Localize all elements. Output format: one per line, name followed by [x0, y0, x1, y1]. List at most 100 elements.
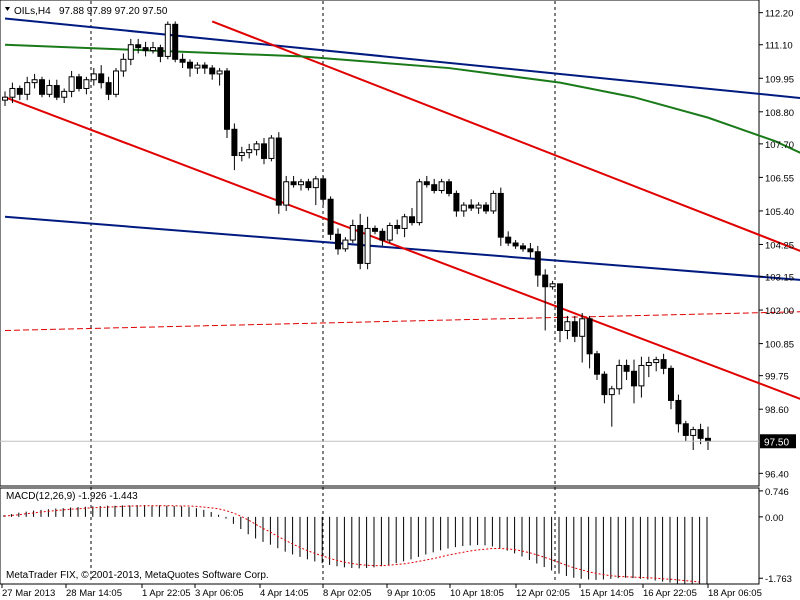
candle-body-up	[31, 79, 38, 84]
candle-body-up	[638, 364, 645, 387]
candle-body-down	[357, 225, 364, 264]
candle-body-down	[505, 236, 512, 244]
candle	[68, 70, 75, 98]
candle-body-up	[608, 388, 615, 396]
candle	[631, 359, 637, 404]
candle	[39, 76, 45, 98]
candle	[216, 68, 223, 86]
candle-body-down	[542, 274, 549, 288]
macd-tick-label: 0.746	[765, 487, 789, 498]
candle-body-down	[187, 61, 193, 69]
candle-body-up	[653, 359, 660, 364]
candle-body-down	[446, 181, 452, 194]
candle-body-down	[53, 85, 60, 98]
candle-body-down	[660, 359, 667, 369]
candle-body-down	[675, 399, 682, 425]
time-tick-label: 8 Apr 02:05	[323, 588, 372, 599]
dropdown-triangle-icon[interactable]	[5, 7, 10, 11]
candle-body-up	[83, 79, 90, 89]
candle	[298, 178, 304, 191]
candle-body-up	[342, 239, 349, 250]
candle-body-down	[520, 245, 526, 250]
candle-body-up	[690, 429, 697, 436]
price-tick-label: 109.95	[765, 74, 794, 85]
candle-body-up	[549, 283, 556, 288]
time-tick-label: 1 Apr 22:05	[142, 588, 191, 599]
candle	[305, 178, 312, 191]
candle-body-up	[283, 181, 290, 206]
dashed-line-line	[4, 311, 800, 331]
candle-body-up	[645, 362, 652, 366]
candle	[594, 350, 600, 381]
time-tick-label: 10 Apr 18:05	[450, 588, 504, 599]
candle	[312, 175, 319, 206]
candle-body-down	[327, 198, 334, 235]
price-axis: 112.20 111.10 109.95 108.80 107.70 106.55 105.…	[759, 9, 794, 480]
candle-body-up	[298, 181, 304, 186]
candle	[653, 356, 660, 372]
candle	[364, 216, 371, 270]
candle-body-up	[216, 70, 223, 75]
candle-body-down	[275, 137, 282, 206]
candle	[394, 219, 401, 235]
candle-body-up	[460, 204, 467, 212]
macd-signal-line	[3, 505, 700, 583]
candle	[31, 73, 38, 89]
candle-body-down	[423, 181, 430, 186]
ohlc-values: 97.88 97.89 97.20 97.50	[59, 6, 168, 17]
candle-body-down	[76, 76, 82, 89]
candle	[690, 426, 697, 451]
candle-body-up	[9, 87, 16, 98]
candle-body-up	[579, 318, 586, 337]
candle-body-down	[231, 128, 238, 157]
candle-body-down	[668, 367, 674, 401]
candle-body-down	[431, 184, 438, 192]
candle	[446, 178, 452, 197]
candle-body-up	[90, 73, 97, 81]
time-tick-label: 28 Mar 14:05	[66, 588, 122, 599]
candle-body-up	[194, 64, 201, 69]
candle	[534, 245, 541, 287]
price-tick-label: 100.85	[765, 340, 794, 351]
candle	[135, 38, 142, 54]
macd-panel-border	[0, 487, 760, 585]
candle-body-up	[68, 76, 75, 92]
candle	[557, 283, 563, 343]
candle	[290, 175, 297, 188]
candle	[164, 21, 171, 60]
candle-body-down	[453, 192, 460, 212]
candle	[505, 231, 512, 246]
candle-body-up	[113, 70, 119, 95]
price-tick-label: 111.10	[765, 41, 793, 52]
price-tick-label: 99.75	[765, 372, 789, 383]
candle-body-up	[46, 85, 53, 95]
candle-body-down	[483, 204, 489, 212]
price-tick-label: 112.20	[765, 9, 793, 20]
candle	[616, 359, 623, 395]
moving-average-line	[4, 43, 800, 154]
macd-tick-label: 0.00	[765, 513, 784, 524]
candle-body-up	[120, 58, 127, 72]
candle	[571, 315, 578, 343]
price-tick-label: 105.40	[765, 207, 794, 218]
candle	[320, 175, 327, 206]
time-tick-label: 15 Apr 14:05	[580, 588, 634, 599]
time-tick-label: 12 Apr 02:05	[516, 588, 570, 599]
candle	[335, 228, 341, 255]
candle-body-down	[631, 370, 637, 387]
candle	[187, 59, 193, 77]
candle-body-down	[224, 70, 230, 130]
price-tick-label: 102.00	[765, 306, 794, 317]
main-panel-border	[0, 0, 760, 487]
macd-histogram	[3, 505, 708, 585]
candle-body-up	[401, 216, 408, 229]
candle	[209, 65, 216, 80]
candle-body-up	[61, 90, 68, 98]
candle	[342, 237, 349, 252]
candle-body-down	[468, 204, 475, 209]
candle-body-up	[490, 192, 497, 212]
candle	[453, 190, 460, 217]
candle-body-down	[623, 364, 630, 372]
candle	[76, 73, 82, 92]
